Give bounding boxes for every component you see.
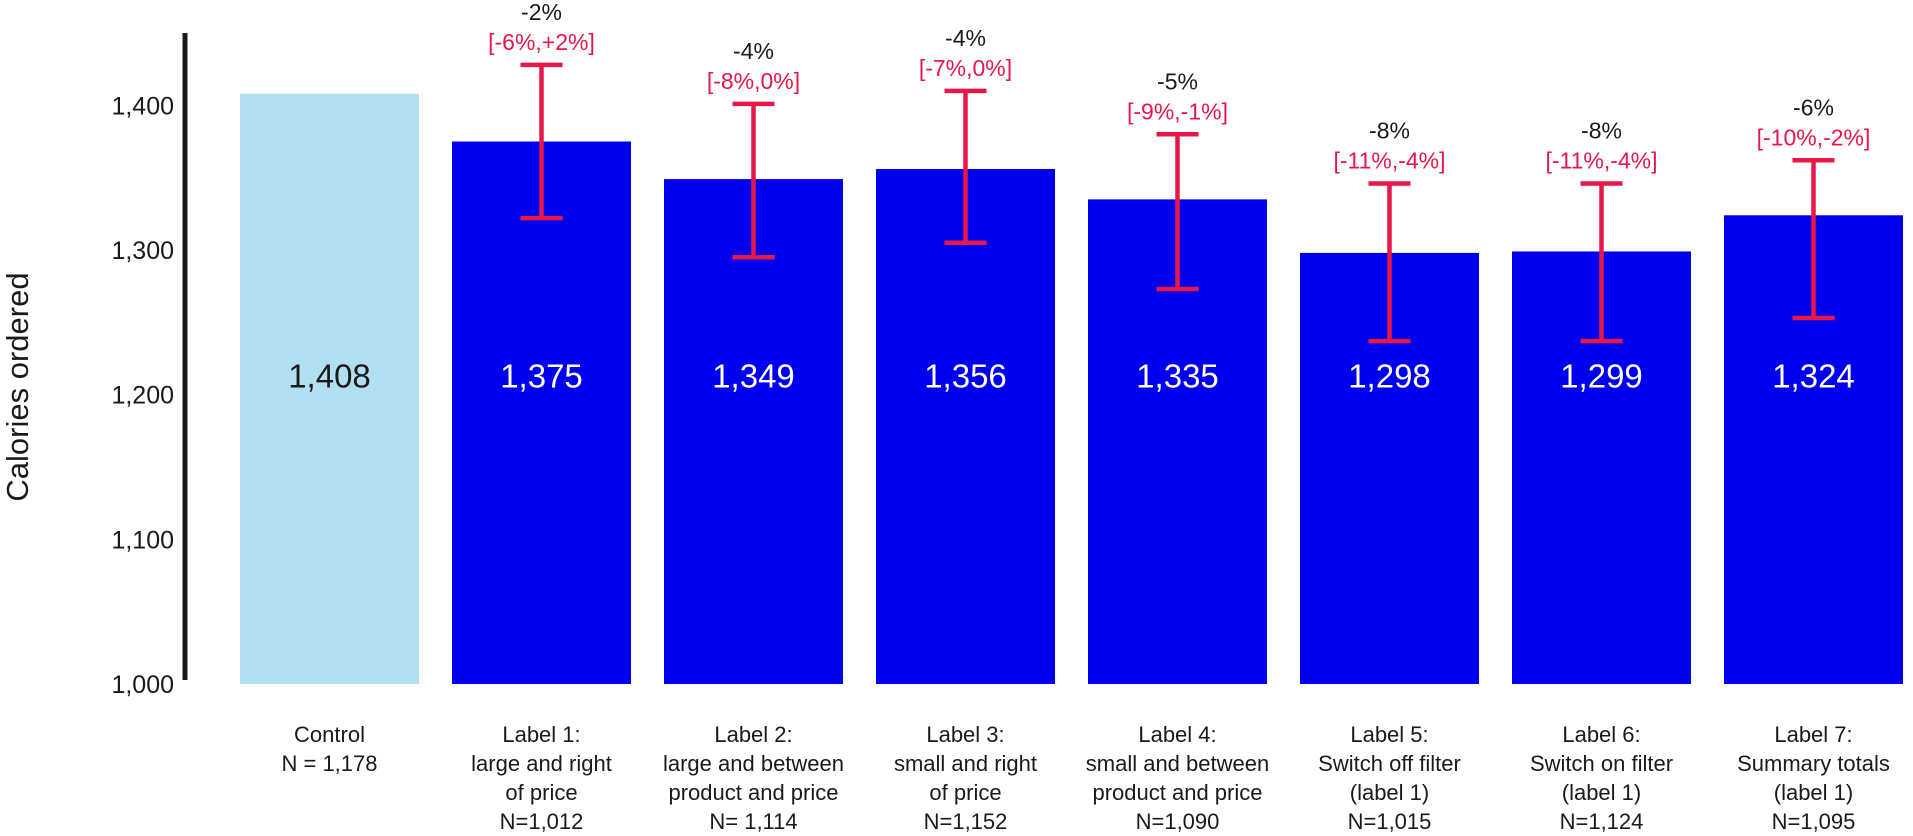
error-bar-2 xyxy=(732,101,775,260)
category-label-line: (label 1) xyxy=(1350,780,1429,805)
ci-label-7: [-10%,-2%] xyxy=(1757,124,1871,150)
ci-label-1: [-6%,+2%] xyxy=(488,29,595,55)
ci-label-6: [-11%,-4%] xyxy=(1545,147,1657,173)
y-axis-title: Calories ordered xyxy=(0,272,35,501)
bar-value-label-2: 1,349 xyxy=(712,357,795,394)
pct-change-label-3: -4% xyxy=(945,25,986,51)
y-tick-label-2: 1,200 xyxy=(111,382,174,410)
category-label-line: Switch on filter xyxy=(1530,751,1673,776)
category-label-line: (label 1) xyxy=(1774,780,1853,805)
bar-3 xyxy=(876,168,1055,684)
bar-value-label-6: 1,299 xyxy=(1560,357,1643,394)
category-label-line: large and between xyxy=(663,751,844,776)
category-label-0: Control N = 1,178 xyxy=(281,722,377,776)
bar-value-label-4: 1,335 xyxy=(1136,357,1219,394)
y-axis-ticks: 1,000 1,100 1,200 1,300 1,400 xyxy=(111,92,174,699)
ci-label-3: [-7%,0%] xyxy=(919,55,1012,81)
category-label-line: of price xyxy=(929,780,1001,805)
category-label-5: Label 5: Switch off filter (label 1) N=1,01… xyxy=(1318,722,1461,834)
pct-change-label-1: -2% xyxy=(521,0,562,25)
bar-value-label-1: 1,375 xyxy=(500,357,583,394)
pct-change-label-6: -8% xyxy=(1581,117,1622,143)
error-bars xyxy=(520,62,1835,344)
category-label-line: product and price xyxy=(1093,780,1263,805)
bar-value-label-7: 1,324 xyxy=(1772,357,1855,394)
category-label-line: N = 1,178 xyxy=(281,751,377,776)
y-tick-label-1: 1,100 xyxy=(111,526,174,554)
bar-2 xyxy=(664,179,843,684)
ci-label-4: [-9%,-1%] xyxy=(1127,98,1228,124)
category-label-line: large and right xyxy=(471,751,612,776)
category-label-line: N=1,152 xyxy=(924,809,1008,834)
category-label-3: Label 3: small and right of price N=1,152 xyxy=(894,722,1037,834)
category-label-4: Label 4: small and between product and pri… xyxy=(1086,722,1269,834)
category-label-2: Label 2: large and between product and pri… xyxy=(663,722,844,834)
category-label-line: Label 4: xyxy=(1138,722,1216,747)
category-label-line: small and right xyxy=(894,751,1037,776)
category-label-line: Label 2: xyxy=(714,722,792,747)
category-label-line: of price xyxy=(505,780,577,805)
x-axis-categories: Control N = 1,178 Label 1: large and right o… xyxy=(281,722,1889,834)
pct-change-label-4: -5% xyxy=(1157,68,1198,94)
error-bar-6 xyxy=(1580,181,1623,344)
y-tick-label-0: 1,000 xyxy=(111,671,174,699)
category-label-6: Label 6: Switch on filter (label 1) N=1,124 xyxy=(1530,722,1673,834)
error-bar-5 xyxy=(1368,181,1411,344)
bar-value-label-3: 1,356 xyxy=(924,357,1007,394)
category-label-line: Label 7: xyxy=(1774,722,1852,747)
bar-1 xyxy=(452,141,631,684)
category-label-line: N= 1,114 xyxy=(709,809,797,834)
pct-change-label-5: -8% xyxy=(1369,117,1410,143)
bar-annotations: 1,408 1,375 [-6%,+2%] -2% 1,349 [-8%,0%] -4% 1,… xyxy=(288,0,1870,394)
y-tick-label-3: 1,300 xyxy=(111,237,174,265)
category-label-line: product and price xyxy=(669,780,839,805)
category-label-line: N=1,015 xyxy=(1348,809,1432,834)
bar-value-label-5: 1,298 xyxy=(1348,357,1431,394)
category-label-line: small and between xyxy=(1086,751,1269,776)
pct-change-label-7: -6% xyxy=(1793,94,1834,120)
error-bar-4 xyxy=(1156,132,1199,292)
pct-change-label-2: -4% xyxy=(733,38,774,64)
error-bar-3 xyxy=(944,88,987,246)
category-label-7: Label 7: Summary totals (label 1) N=1,095 xyxy=(1737,722,1890,834)
ci-label-2: [-8%,0%] xyxy=(707,68,800,94)
category-label-line: Switch off filter xyxy=(1318,751,1461,776)
y-tick-label-4: 1,400 xyxy=(111,92,174,120)
category-label-line: N=1,095 xyxy=(1772,809,1856,834)
bar-0 xyxy=(240,93,419,684)
bars xyxy=(240,93,1903,685)
category-label-line: N=1,124 xyxy=(1560,809,1644,834)
category-label-line: N=1,012 xyxy=(500,809,584,834)
category-label-line: Summary totals xyxy=(1737,751,1890,776)
category-label-line: Label 6: xyxy=(1562,722,1640,747)
category-label-line: (label 1) xyxy=(1562,780,1641,805)
bar-value-label-0: 1,408 xyxy=(288,357,371,394)
category-label-line: Label 1: xyxy=(502,722,580,747)
category-label-line: Control xyxy=(294,722,365,747)
category-label-line: Label 3: xyxy=(926,722,1004,747)
category-label-line: N=1,090 xyxy=(1136,809,1220,834)
category-label-1: Label 1: large and right of price N=1,012 xyxy=(471,722,612,834)
error-bar-1 xyxy=(520,62,563,221)
category-label-line: Label 5: xyxy=(1350,722,1428,747)
ci-label-5: [-11%,-4%] xyxy=(1333,147,1445,173)
error-bar-7 xyxy=(1792,158,1835,321)
